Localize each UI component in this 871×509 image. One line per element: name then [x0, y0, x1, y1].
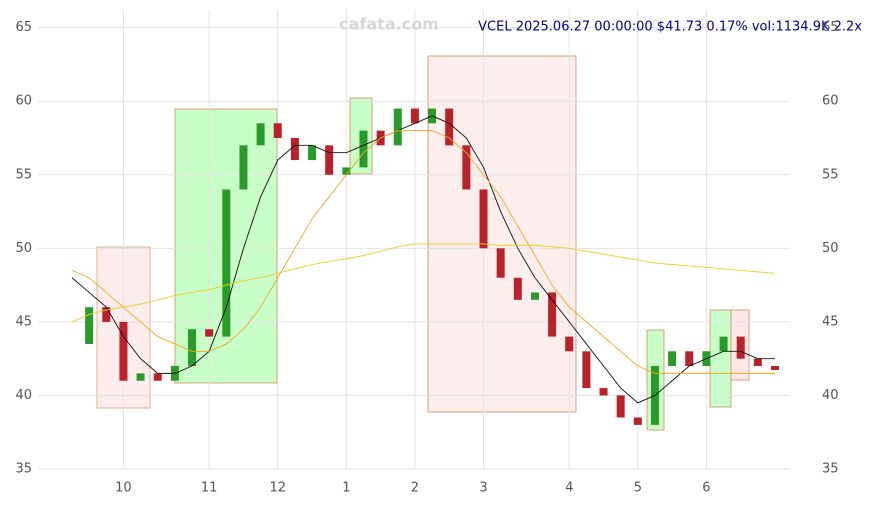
candle: [85, 307, 94, 344]
candle: [616, 395, 625, 418]
x-tick-label: 1: [342, 481, 350, 496]
candle: [445, 108, 454, 146]
candle: [479, 189, 488, 249]
candle: [222, 189, 231, 337]
candle: [565, 336, 574, 352]
y-tick-label: 50: [15, 241, 32, 256]
x-tick-label: 11: [201, 481, 218, 496]
candle: [205, 329, 214, 337]
plot-area: [38, 10, 790, 469]
candle: [239, 145, 248, 190]
candle: [188, 329, 197, 367]
candle: [308, 145, 317, 161]
x-tick-label: 6: [702, 481, 710, 496]
line: [71, 243, 776, 323]
watermark: cafata.com: [339, 15, 439, 34]
y-tick-label: 45: [15, 314, 32, 329]
x-tick-label: 10: [115, 481, 132, 496]
candle: [582, 351, 591, 389]
candle: [771, 366, 779, 370]
candle: [256, 123, 265, 146]
candle: [410, 108, 419, 124]
y-tick-label: 45: [822, 314, 839, 329]
candle: [290, 137, 299, 161]
candle: [753, 358, 762, 367]
candle: [530, 292, 539, 300]
candle: [462, 145, 471, 190]
y-tick-label: 40: [822, 388, 839, 403]
y-tick-label: 55: [15, 167, 32, 182]
candle: [719, 336, 728, 352]
zone: [709, 309, 732, 408]
y-tick-label: 35: [15, 462, 32, 477]
candle: [668, 351, 677, 367]
candle: [136, 373, 145, 381]
y-tick-label: 65: [822, 20, 839, 35]
x-tick-label: 3: [479, 481, 487, 496]
candle: [496, 248, 505, 278]
y-tick-label: 65: [15, 20, 32, 35]
candle: [393, 108, 402, 146]
candle: [102, 307, 111, 322]
candle: [359, 130, 368, 168]
candle: [119, 321, 128, 381]
candle: [153, 373, 162, 381]
x-tick-label: 12: [269, 481, 286, 496]
candle: [736, 336, 745, 359]
y-tick-label: 60: [822, 94, 839, 109]
candle: [273, 123, 282, 138]
y-tick-label: 60: [15, 94, 32, 109]
y-tick-label: 50: [822, 241, 839, 256]
line: [71, 130, 775, 374]
y-tick-label: 40: [15, 388, 32, 403]
candle: [325, 145, 334, 175]
x-tick-label: 5: [634, 481, 642, 496]
grid: [38, 10, 790, 470]
candle: [685, 351, 694, 367]
y-tick-label: 55: [822, 167, 839, 182]
candle: [342, 167, 351, 175]
candle: [548, 292, 557, 337]
chart-title: VCEL 2025.06.27 00:00:00 $41.73 0.17% vo…: [478, 20, 862, 35]
y-tick-label: 35: [822, 462, 839, 477]
candle: [633, 417, 642, 425]
candle: [513, 277, 522, 300]
candle: [599, 388, 608, 396]
marks: [71, 108, 779, 425]
x-tick-label: 2: [411, 481, 419, 496]
line: [71, 115, 775, 404]
x-tick-label: 4: [565, 481, 573, 496]
